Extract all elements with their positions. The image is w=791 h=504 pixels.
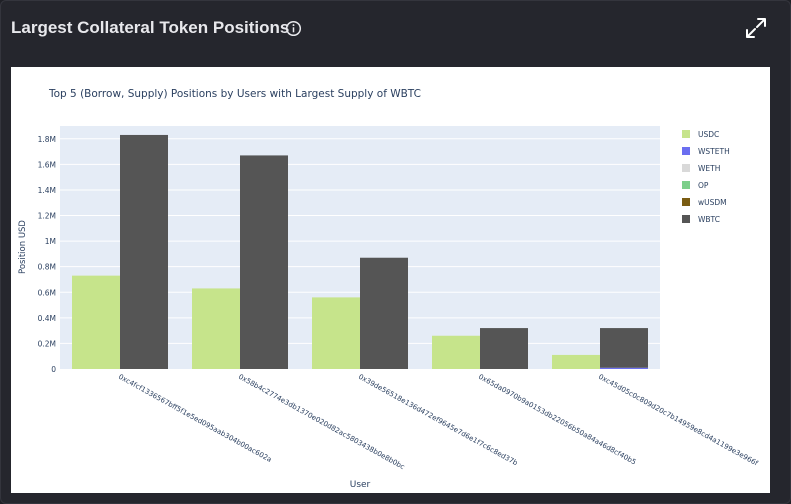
bar-usdc: [312, 297, 360, 369]
legend-label-weth: WETH: [698, 164, 720, 173]
y-tick-label: 0.6M: [38, 288, 56, 297]
legend-swatch-weth: [682, 164, 690, 172]
y-tick-label: 1.4M: [38, 186, 56, 195]
chart-panel: Top 5 (Borrow, Supply) Positions by User…: [11, 67, 770, 493]
bar-wsteth: [600, 367, 648, 369]
card-title: Largest Collateral Token Positions: [11, 18, 290, 37]
bar-wbtc: [360, 257, 408, 369]
legend-label-wsteth: WSTETH: [698, 147, 730, 156]
legend-label-usdc: USDC: [698, 130, 719, 139]
legend-swatch-op: [682, 181, 690, 189]
bar-chart: Top 5 (Borrow, Supply) Positions by User…: [18, 88, 760, 490]
y-tick-label: 0.4M: [38, 314, 56, 323]
y-axis-label: Position USD: [18, 220, 28, 274]
y-tick-label: 1.6M: [38, 160, 56, 169]
y-tick-label: 0: [51, 365, 56, 374]
y-tick-label: 0.2M: [38, 339, 56, 348]
expand-arrows-icon[interactable]: [745, 17, 767, 39]
legend-swatch-wbtc: [682, 215, 690, 223]
legend-swatch-wusdm: [682, 198, 690, 206]
bar-wbtc: [600, 328, 648, 368]
bar-usdc: [72, 275, 120, 369]
bar-wbtc: [240, 155, 288, 369]
legend-label-op: OP: [698, 181, 709, 190]
bar-wbtc: [120, 134, 168, 369]
x-axis-label: User: [350, 480, 371, 490]
legend-swatch-usdc: [682, 130, 690, 138]
y-tick-label: 1.2M: [38, 212, 56, 221]
y-tick-label: 1M: [45, 237, 56, 246]
y-tick-label: 1.8M: [38, 135, 56, 144]
bar-wbtc: [480, 328, 528, 369]
info-circle-icon[interactable]: [285, 20, 302, 37]
bar-usdc: [552, 354, 600, 369]
legend-label-wbtc: WBTC: [698, 215, 720, 224]
bar-usdc: [192, 288, 240, 369]
y-tick-label: 0.8M: [38, 263, 56, 272]
chart-title: Top 5 (Borrow, Supply) Positions by User…: [48, 88, 421, 100]
legend-label-wusdm: wUSDM: [698, 198, 727, 207]
bar-usdc: [432, 335, 480, 369]
legend-swatch-wsteth: [682, 147, 690, 155]
